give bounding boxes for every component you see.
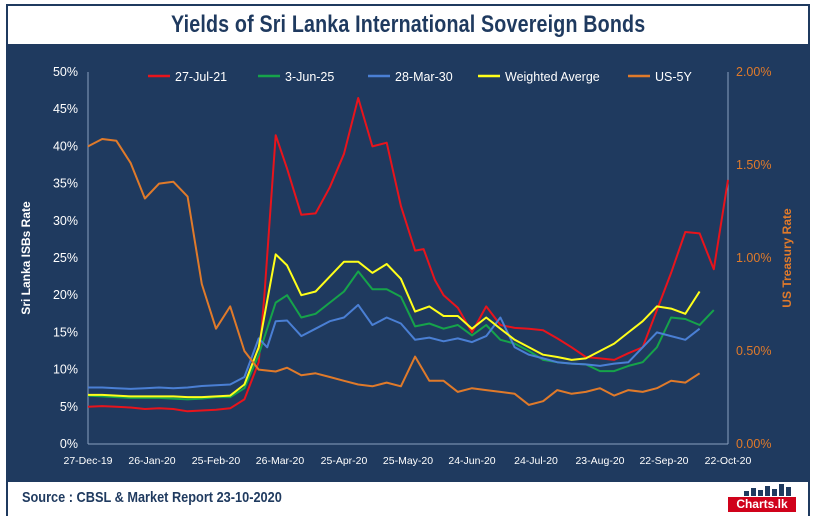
footer: Source : CBSL & Market Report 23-10-2020… — [8, 480, 808, 516]
legend-label-0: 27-Jul-21 — [175, 70, 227, 84]
legend-label-2: 28-Mar-30 — [395, 70, 453, 84]
y-tick-label: 35% — [53, 177, 78, 191]
x-tick-label: 27-Dec-19 — [63, 455, 112, 467]
y-axis-title: Sri Lanka ISBs Rate — [19, 201, 33, 315]
y2-tick-label: 1.50% — [736, 158, 771, 172]
logo-text: Charts.lk — [728, 497, 796, 512]
series-line-0 — [87, 97, 729, 413]
y-tick-label: 40% — [53, 139, 78, 153]
y-tick-label: 5% — [60, 400, 78, 414]
logo-bars-icon — [744, 484, 791, 496]
x-tick-label: 25-Feb-20 — [192, 455, 241, 467]
x-tick-label: 23-Aug-20 — [575, 455, 624, 467]
series-line-1 — [87, 270, 715, 401]
y-tick-label: 0% — [60, 437, 78, 451]
y2-tick-label: 1.00% — [736, 251, 771, 265]
x-tick-label: 22-Sep-20 — [639, 455, 688, 467]
y-tick-label: 15% — [53, 325, 78, 339]
x-tick-label: 26-Jan-20 — [128, 455, 175, 467]
y-tick-label: 50% — [53, 65, 78, 79]
series-line-2 — [88, 303, 701, 390]
y2-tick-label: 0.50% — [736, 344, 771, 358]
y-tick-label: 10% — [53, 363, 78, 377]
line-chart: 0% 5% 10% 15% 20% 25% 30% 35% 40% 45% 50% 0.00% 0.50… — [19, 65, 794, 467]
x-tick-label: 26-Mar-20 — [256, 455, 305, 467]
chart-area: 0% 5% 10% 15% 20% 25% 30% 35% 40% 45% 50% 0.00% 0.50… — [8, 46, 808, 480]
chart-frame: Yields of Sri Lanka International Sovere… — [6, 4, 810, 516]
y-tick-label: 45% — [53, 102, 78, 116]
legend-label-1: 3-Jun-25 — [285, 70, 334, 84]
x-tick-label: 25-May-20 — [383, 455, 433, 467]
charts-lk-logo: Charts.lk — [726, 482, 798, 514]
source-text: Source : CBSL & Market Report 23-10-2020 — [22, 489, 282, 506]
series-line-3 — [88, 253, 701, 399]
y-tick-label: 20% — [53, 288, 78, 302]
y2-axis-title: US Treasury Rate — [780, 208, 794, 308]
legend-label-3: Weighted Averge — [505, 70, 600, 84]
y-tick-label: 25% — [53, 251, 78, 265]
legend-label-4: US-5Y — [655, 70, 692, 84]
title-bar: Yields of Sri Lanka International Sovere… — [8, 6, 808, 46]
x-tick-label: 24-Jul-20 — [514, 455, 558, 467]
x-tick-label: 22-Oct-20 — [705, 455, 752, 467]
y2-tick-label: 0.00% — [736, 437, 771, 451]
series-line-4 — [87, 138, 701, 406]
y-tick-label: 30% — [53, 214, 78, 228]
y2-tick-label: 2.00% — [736, 65, 771, 79]
x-tick-label: 24-Jun-20 — [448, 455, 495, 467]
chart-title: Yields of Sri Lanka International Sovere… — [170, 11, 646, 38]
x-tick-label: 25-Apr-20 — [321, 455, 368, 467]
